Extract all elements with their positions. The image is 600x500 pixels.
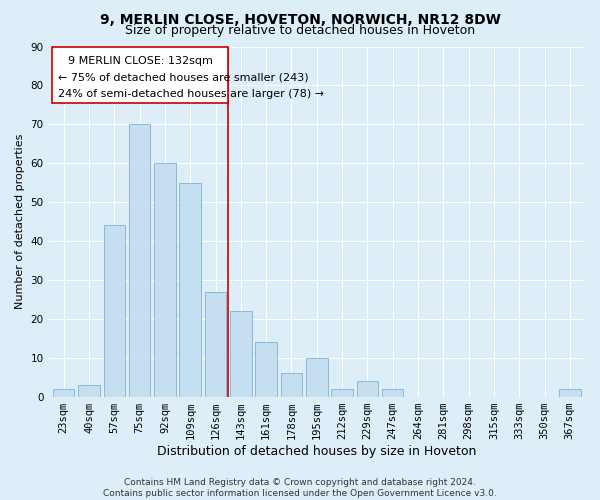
Bar bbox=[382, 389, 403, 396]
Bar bbox=[256, 342, 277, 396]
Bar bbox=[53, 389, 74, 396]
Bar bbox=[104, 226, 125, 396]
Text: 24% of semi-detached houses are larger (78) →: 24% of semi-detached houses are larger (… bbox=[58, 90, 324, 100]
Bar bbox=[205, 292, 226, 397]
Bar bbox=[230, 311, 251, 396]
Bar bbox=[331, 389, 353, 396]
Text: ← 75% of detached houses are smaller (243): ← 75% of detached houses are smaller (24… bbox=[58, 72, 308, 83]
Text: Size of property relative to detached houses in Hoveton: Size of property relative to detached ho… bbox=[125, 24, 475, 37]
X-axis label: Distribution of detached houses by size in Hoveton: Distribution of detached houses by size … bbox=[157, 444, 476, 458]
Bar bbox=[356, 381, 378, 396]
Bar bbox=[281, 373, 302, 396]
Bar bbox=[78, 385, 100, 396]
Bar bbox=[306, 358, 328, 397]
Bar bbox=[154, 163, 176, 396]
Text: 9 MERLIN CLOSE: 132sqm: 9 MERLIN CLOSE: 132sqm bbox=[68, 56, 213, 66]
Text: Contains HM Land Registry data © Crown copyright and database right 2024.
Contai: Contains HM Land Registry data © Crown c… bbox=[103, 478, 497, 498]
Y-axis label: Number of detached properties: Number of detached properties bbox=[15, 134, 25, 309]
FancyBboxPatch shape bbox=[52, 46, 228, 103]
Text: 9, MERLIN CLOSE, HOVETON, NORWICH, NR12 8DW: 9, MERLIN CLOSE, HOVETON, NORWICH, NR12 … bbox=[100, 12, 500, 26]
Bar bbox=[559, 389, 581, 396]
Bar bbox=[179, 182, 201, 396]
Bar bbox=[129, 124, 151, 396]
